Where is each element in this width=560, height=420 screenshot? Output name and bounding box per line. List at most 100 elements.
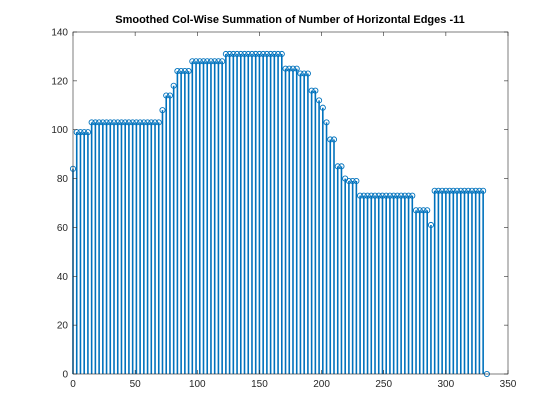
- stem-marker: [416, 207, 423, 214]
- stem-marker: [237, 50, 244, 58]
- stem-marker: [84, 129, 91, 136]
- stem-marker: [379, 192, 386, 199]
- stem-marker: [327, 136, 334, 143]
- stem-marker: [431, 187, 438, 194]
- stem-marker: [144, 119, 151, 126]
- stem-marker: [394, 192, 401, 199]
- stem-marker: [383, 192, 390, 199]
- stem-marker: [151, 119, 159, 126]
- stem-marker: [263, 50, 270, 58]
- stem-marker: [245, 50, 252, 58]
- stem-series: [69, 50, 490, 378]
- stem-marker: [401, 192, 408, 199]
- x-tick-label: 200: [313, 379, 330, 390]
- x-tick-label: 250: [375, 379, 392, 390]
- stem-marker: [248, 50, 256, 58]
- stem-marker: [308, 87, 315, 94]
- stem-marker: [271, 50, 278, 58]
- stem-marker: [293, 65, 300, 72]
- stem-marker: [364, 192, 371, 199]
- stem-marker: [323, 119, 330, 126]
- stem-marker: [88, 119, 95, 126]
- stem-marker: [192, 58, 200, 65]
- stem-marker: [207, 58, 215, 65]
- stem-marker: [412, 207, 420, 214]
- stem-marker: [450, 187, 457, 194]
- stem-marker: [480, 187, 487, 194]
- y-tick-label: 80: [57, 174, 69, 185]
- x-tick-label: 0: [70, 379, 76, 390]
- stem-marker: [170, 82, 177, 89]
- stem-marker: [330, 136, 338, 143]
- stem-marker: [476, 187, 483, 194]
- stem-marker: [174, 68, 181, 75]
- x-axis: 0 50 100 150 200 250 300 350: [70, 32, 517, 390]
- stem-marker: [468, 187, 476, 194]
- stem-marker: [349, 177, 356, 185]
- x-tick-label: 50: [130, 379, 142, 390]
- stem-marker: [390, 192, 397, 199]
- stem-marker: [304, 70, 311, 77]
- stem-marker: [99, 119, 106, 126]
- stem-marker: [442, 187, 449, 194]
- stem-marker: [159, 107, 166, 114]
- stem-marker: [204, 58, 211, 65]
- stem-marker: [103, 119, 110, 126]
- stem-marker: [155, 119, 162, 126]
- stem-marker: [386, 192, 393, 199]
- stem-marker: [129, 119, 136, 126]
- x-tick-label: 350: [500, 379, 517, 390]
- stem-marker: [222, 50, 229, 58]
- stem-marker: [297, 70, 304, 77]
- x-tick-label: 150: [251, 379, 268, 390]
- stem-marker: [301, 70, 308, 77]
- stem-marker: [148, 119, 155, 126]
- stem-marker: [211, 58, 218, 65]
- stem-marker: [256, 50, 263, 58]
- stem-marker: [219, 58, 226, 65]
- stem-marker: [196, 58, 203, 65]
- stem-marker: [200, 58, 207, 65]
- stem-marker: [371, 192, 379, 199]
- stem-marker: [446, 187, 453, 194]
- stem-marker: [286, 65, 293, 72]
- stem-marker: [110, 119, 118, 126]
- stem-marker: [472, 187, 479, 194]
- stem-marker: [435, 187, 442, 194]
- y-tick-label: 140: [51, 28, 68, 39]
- stem-marker: [289, 65, 297, 72]
- stem-marker: [360, 192, 367, 199]
- x-tick-label: 100: [189, 379, 206, 390]
- stem-marker: [122, 119, 129, 126]
- stem-marker: [275, 50, 282, 58]
- stem-marker: [260, 50, 267, 58]
- stem-marker: [282, 65, 289, 72]
- stem-marker: [166, 92, 173, 99]
- plot-area-frame: [72, 31, 509, 375]
- stem-marker: [465, 187, 472, 194]
- stem-marker: [427, 221, 434, 229]
- stem-marker: [461, 187, 468, 194]
- stem-marker: [405, 192, 412, 199]
- y-tick-label: 20: [57, 321, 69, 332]
- y-tick-label: 40: [57, 272, 69, 283]
- x-tick-label: 300: [438, 379, 455, 390]
- stem-marker: [453, 187, 461, 194]
- stem-marker: [185, 68, 192, 75]
- stem-marker: [398, 192, 405, 199]
- stem-marker: [181, 68, 188, 75]
- stem-marker: [107, 119, 114, 126]
- stem-marker: [133, 119, 140, 126]
- stem-marker: [319, 104, 326, 111]
- stem-marker: [334, 163, 341, 170]
- stem-marker: [178, 68, 185, 75]
- stem-marker: [457, 187, 464, 194]
- stem-marker: [230, 50, 237, 58]
- stem-marker: [316, 97, 323, 104]
- stem-marker: [241, 50, 248, 58]
- stem-marker: [267, 50, 274, 58]
- stem-marker: [409, 192, 416, 199]
- chart-title: Smoothed Col-Wise Summation of Number of…: [115, 14, 464, 26]
- stem-marker: [137, 119, 144, 126]
- y-tick-label: 120: [51, 76, 68, 87]
